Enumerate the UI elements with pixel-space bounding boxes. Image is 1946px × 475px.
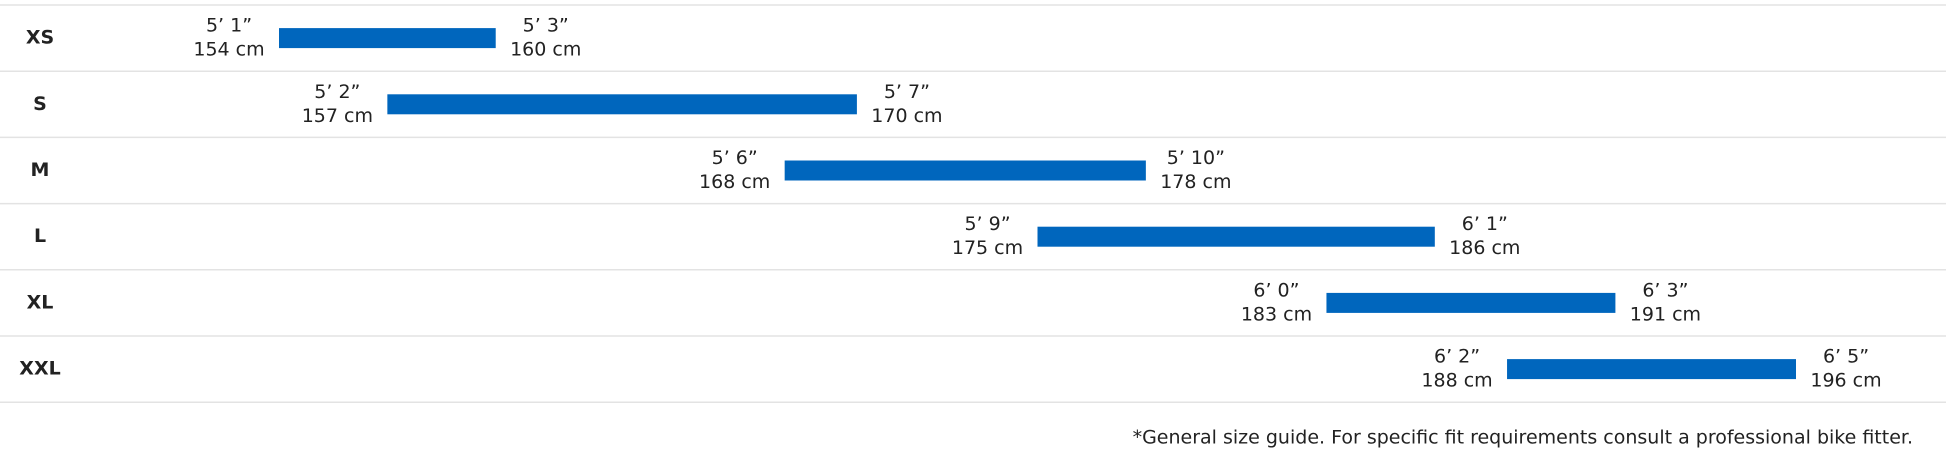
range-bar: [387, 94, 857, 115]
low-label: 157 cm: [302, 105, 373, 127]
high-imperial: 6’ 5”: [1823, 346, 1869, 368]
footnote: *General size guide. For specific fit re…: [1133, 427, 1913, 449]
high-imperial: 5’ 10”: [1167, 147, 1225, 169]
high-label: 196 cm: [1810, 370, 1881, 392]
low-imperial: 6’ 2”: [1434, 346, 1480, 368]
size-label: XS: [26, 27, 54, 49]
high-label: 160 cm: [510, 39, 581, 61]
range-bar: [1507, 359, 1796, 380]
high-label: 186 cm: [1449, 237, 1520, 259]
low-label: 183 cm: [1241, 303, 1312, 325]
low-imperial: 5’ 1”: [206, 15, 252, 37]
high-imperial: 5’ 7”: [884, 81, 930, 103]
high-label: 191 cm: [1630, 303, 1701, 325]
size-label: S: [33, 93, 47, 115]
low-label: 154 cm: [193, 39, 264, 61]
low-label: 175 cm: [952, 237, 1023, 259]
range-bar: [1037, 226, 1435, 247]
range-bar: [1326, 292, 1616, 313]
high-imperial: 6’ 3”: [1642, 279, 1688, 301]
low-imperial: 5’ 2”: [314, 81, 360, 103]
low-imperial: 5’ 6”: [712, 147, 758, 169]
size-label: M: [31, 159, 50, 181]
high-imperial: 6’ 1”: [1462, 213, 1508, 235]
size-label: XL: [27, 291, 54, 313]
range-bar: [784, 160, 1146, 181]
high-label: 178 cm: [1160, 171, 1231, 193]
low-label: 188 cm: [1421, 370, 1492, 392]
low-label: 168 cm: [699, 171, 770, 193]
low-imperial: 5’ 9”: [964, 213, 1010, 235]
size-label: XXL: [19, 358, 60, 380]
high-imperial: 5’ 3”: [523, 15, 569, 37]
range-bar: [279, 28, 496, 49]
low-imperial: 6’ 0”: [1253, 279, 1299, 301]
size-label: L: [34, 225, 46, 247]
high-label: 170 cm: [871, 105, 942, 127]
